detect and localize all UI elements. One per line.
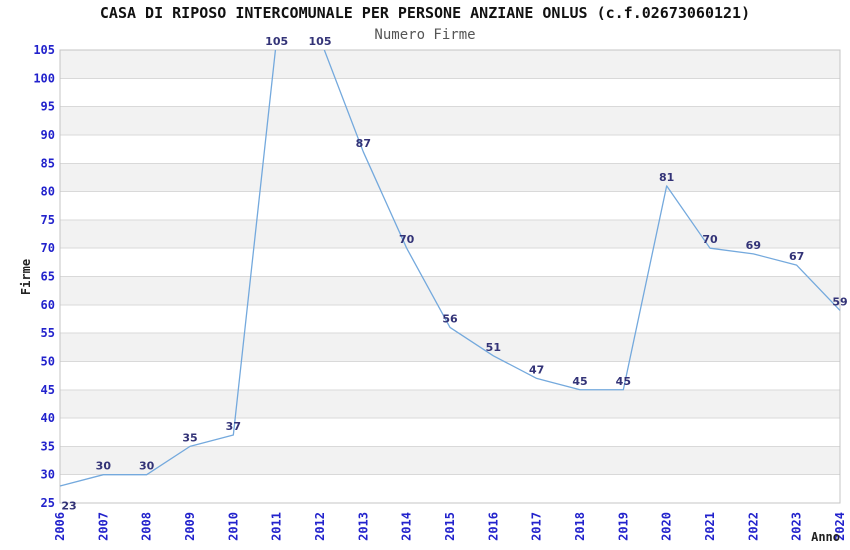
- x-tick-label: 2018: [573, 512, 587, 541]
- y-tick-label: 50: [41, 354, 55, 368]
- x-tick-label: 2016: [486, 512, 500, 541]
- point-label: 45: [572, 375, 587, 388]
- y-tick-label: 65: [41, 270, 55, 284]
- point-label: 23: [61, 499, 76, 512]
- x-tick-label: 2009: [183, 512, 197, 541]
- y-tick-label: 55: [41, 326, 55, 340]
- x-tick-label: 2020: [660, 512, 674, 541]
- y-axis-title: Firme: [19, 259, 33, 295]
- chart-title: CASA DI RIPOSO INTERCOMUNALE PER PERSONE…: [99, 4, 751, 22]
- point-label: 35: [182, 431, 197, 444]
- x-tick-label: 2012: [313, 512, 327, 541]
- point-label: 105: [265, 35, 288, 48]
- plot-border: [59, 49, 841, 504]
- point-label: 105: [309, 35, 332, 48]
- point-label: 70: [399, 233, 415, 246]
- y-tick-label: 105: [33, 43, 55, 57]
- point-label: 59: [832, 295, 847, 308]
- x-tick-label: 2023: [790, 512, 804, 541]
- point-label: 47: [529, 363, 544, 376]
- y-tick-label: 60: [41, 298, 55, 312]
- y-tick-label: 90: [41, 128, 55, 142]
- x-tick-label: 2015: [443, 512, 457, 541]
- x-tick-label: 2013: [356, 512, 370, 541]
- y-tick-label: 100: [33, 71, 55, 85]
- point-label: 69: [746, 239, 761, 252]
- x-axis-title: Anno: [811, 530, 840, 544]
- series-line: [59, 50, 841, 487]
- x-tick-label: 2017: [530, 512, 544, 541]
- grid-band: [60, 333, 840, 362]
- y-tick-label: 40: [41, 411, 55, 425]
- point-label: 30: [139, 460, 155, 473]
- y-tick-label: 80: [41, 185, 55, 199]
- x-tick-label: 2014: [400, 512, 414, 541]
- grid-band: [60, 389, 840, 419]
- point-label: 37: [226, 420, 241, 433]
- x-tick-label: 2019: [616, 512, 630, 541]
- y-tick-label: 95: [41, 100, 55, 114]
- y-tick-label: 25: [41, 496, 55, 510]
- grid-band: [60, 50, 840, 79]
- grid-band: [60, 276, 840, 305]
- point-label: 87: [356, 137, 371, 150]
- y-tick-label: 70: [41, 241, 55, 255]
- y-tick-label: 85: [41, 156, 55, 170]
- y-tick-label: 75: [41, 213, 55, 227]
- y-tick-label: 45: [41, 383, 55, 397]
- grid-band: [60, 446, 840, 475]
- x-tick-label: 2006: [53, 512, 67, 541]
- y-tick-label: 30: [41, 468, 55, 482]
- y-tick-label: 35: [41, 439, 55, 453]
- x-tick-label: 2008: [140, 512, 154, 541]
- grid-band: [60, 163, 840, 192]
- x-tick-label: 2021: [703, 512, 717, 541]
- x-tick-label: 2007: [96, 512, 110, 541]
- x-tick-label: 2022: [746, 512, 760, 541]
- grid-band: [60, 106, 840, 135]
- chart-plot-area: 23 30 30 35 37 105 105 87 70 56 51 47 45 45 81 70 69 67 59…: [33, 35, 847, 541]
- x-tick-label: 2010: [226, 512, 240, 541]
- point-label: 56: [442, 312, 458, 325]
- grid-band: [60, 219, 840, 249]
- x-tick-label: 2024: [833, 512, 847, 541]
- point-label: 51: [486, 341, 501, 354]
- point-label: 70: [702, 233, 718, 246]
- point-label: 81: [659, 171, 674, 184]
- point-label: 30: [96, 460, 112, 473]
- point-label: 45: [616, 375, 631, 388]
- point-label: 67: [789, 250, 804, 263]
- chart-subtitle: Numero Firme: [374, 27, 476, 43]
- x-tick-label: 2011: [270, 512, 284, 541]
